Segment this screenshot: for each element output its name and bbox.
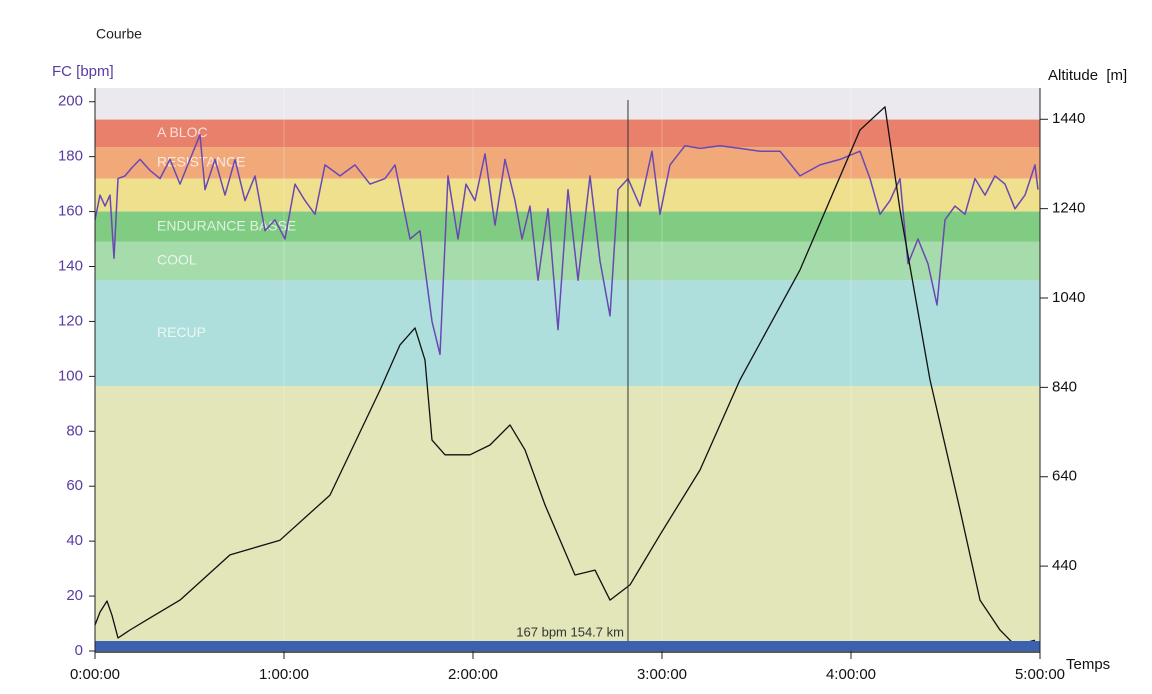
y2-tick-label: 440 xyxy=(1052,557,1077,574)
x-tick-label: 0:00:00 xyxy=(70,666,120,683)
y2-tick-label: 640 xyxy=(1052,468,1077,485)
hr-zone xyxy=(95,241,1040,281)
hr-zone xyxy=(95,280,1040,386)
x-tick-label: 1:00:00 xyxy=(259,666,309,683)
zone-label: COOL xyxy=(157,252,197,268)
x-tick-label: 2:00:00 xyxy=(448,666,498,683)
hr-zone xyxy=(95,147,1040,179)
x-axis-label: Temps xyxy=(1066,656,1110,673)
series-layer: 167 bpm 154.7 km xyxy=(94,100,1039,651)
y2-tick-label: 1040 xyxy=(1052,289,1085,306)
x-tick-label: 5:00:00 xyxy=(1015,666,1065,683)
zone-label: A BLOC xyxy=(157,124,208,140)
hr-zone xyxy=(95,119,1040,148)
y2-tick-label: 1240 xyxy=(1052,200,1085,217)
y-tick-label: 160 xyxy=(58,203,83,220)
y2-tick-label: 840 xyxy=(1052,378,1077,395)
series-line xyxy=(94,133,1039,356)
y-tick-label: 100 xyxy=(58,367,83,384)
y-tick-label: 80 xyxy=(66,422,83,439)
zones: A BLOC RESISTANCE ENDURANCE BASSE COOL RECUP xyxy=(94,88,1041,651)
y-tick-label: 200 xyxy=(58,93,83,110)
hr-zone xyxy=(95,211,1040,242)
y-tick-label: 140 xyxy=(58,257,83,274)
axes: 0 20 40 60 80 100 120 140 160 180 200 440 640 840 1040… xyxy=(58,88,1085,683)
x-tick-label: 4:00:00 xyxy=(826,666,876,683)
zone-label: ENDURANCE BASSE xyxy=(157,217,296,233)
distance-track xyxy=(95,641,1040,651)
y-tick-label: 120 xyxy=(58,312,83,329)
x-tick-label: 3:00:00 xyxy=(637,666,687,683)
y-tick-label: 180 xyxy=(58,148,83,165)
zone-label: RESISTANCE xyxy=(157,154,245,170)
series-line xyxy=(94,106,1036,646)
zone-label: RECUP xyxy=(157,324,206,340)
cursor-label: 167 bpm 154.7 km xyxy=(516,624,624,639)
y2-axis-label: Altitude [m] xyxy=(1048,67,1127,84)
y2-tick-label: 1440 xyxy=(1052,110,1085,127)
y-tick-label: 60 xyxy=(66,477,83,494)
y-tick-label: 40 xyxy=(66,532,83,549)
hr-zone xyxy=(95,385,1040,651)
y-tick-label: 0 xyxy=(75,642,83,659)
y-tick-label: 20 xyxy=(66,587,83,604)
y-axis-label: FC [bpm] xyxy=(52,63,114,80)
chart-title: Courbe xyxy=(96,26,142,42)
